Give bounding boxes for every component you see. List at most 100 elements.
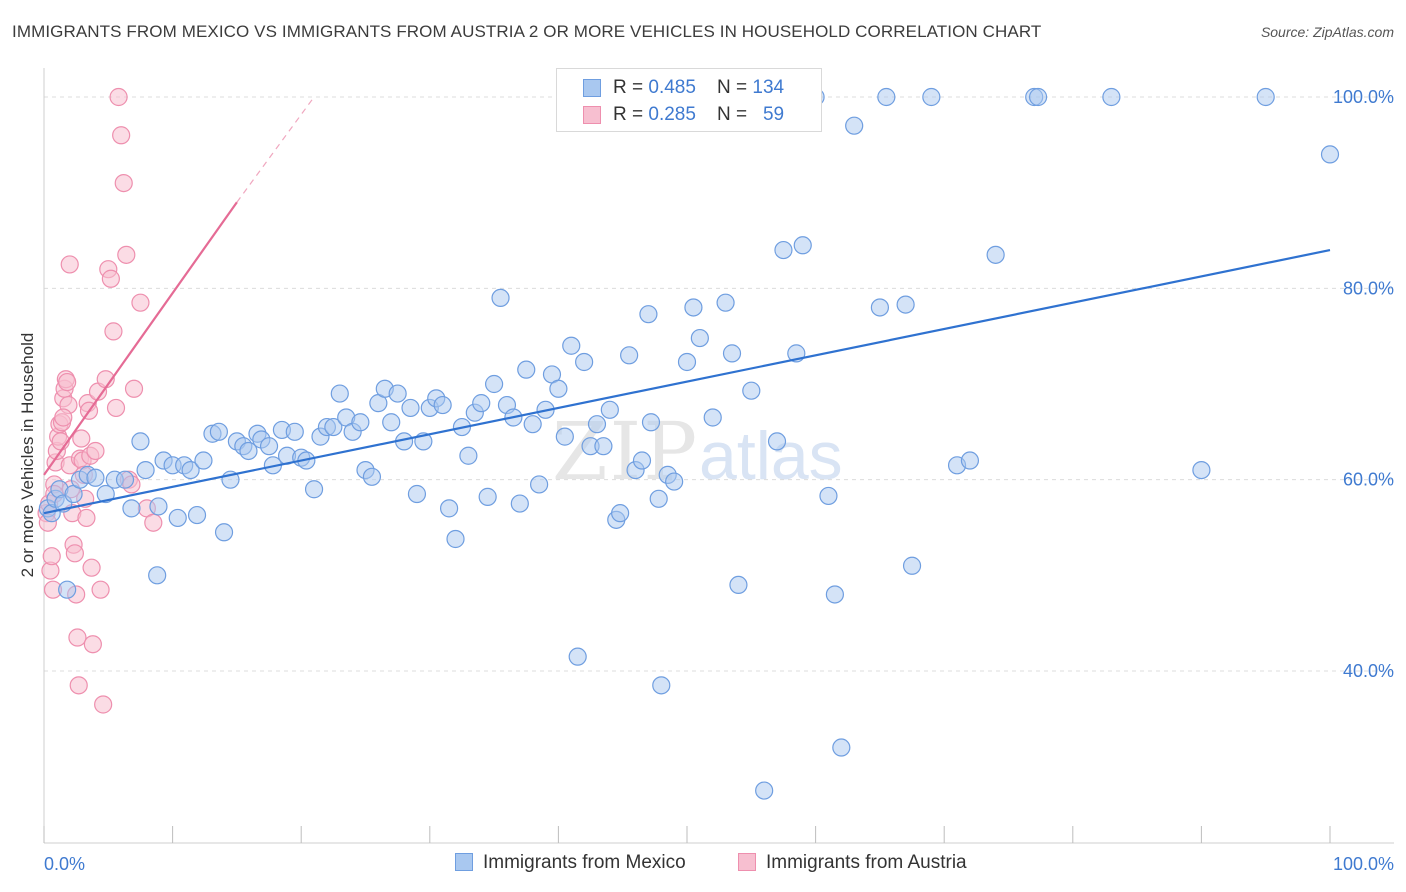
austria-point [106,398,126,418]
austria-point [42,547,61,566]
legend-r-label: R = [613,77,649,98]
mexico-point [870,298,890,317]
series-austria-points [37,87,163,714]
mexico-point [388,384,407,403]
mexico-point [703,408,722,427]
austria-point [54,408,73,427]
mexico-point [620,346,639,365]
mexico-point [755,781,774,800]
trend-line-austria [43,201,238,476]
mexico-point [1102,87,1121,107]
austria-point [124,379,144,398]
legend-r-value: 0.485 [648,77,696,98]
austria-point [94,695,113,714]
mexico-point [1028,87,1048,107]
tick-labels: 40.0% 60.0% 80.0% 100.0% 0.0% 100.0% [44,87,1394,874]
mexico-point [819,486,838,506]
x-tick-label: 0.0% [44,854,85,874]
mexico-point [285,422,304,441]
legend-stats-mexico: R = 0.485 N = 134 [613,77,784,99]
mexico-point [168,508,187,528]
mexico-point [214,523,234,542]
mexico-point [115,470,135,489]
austria-point [83,635,102,654]
mexico-point [568,647,587,666]
mexico-point [877,87,896,107]
mexico-point [716,293,735,312]
mexico-point [530,475,549,494]
mexico-point [742,381,761,400]
austria-point [86,441,105,461]
mexico-point [122,499,141,518]
legend-swatch-mexico [583,79,601,97]
austria-point [104,322,123,341]
austria-point [58,372,77,392]
mexico-point [304,480,324,499]
mexico-point [600,400,619,419]
austria-point [144,513,163,532]
mexico-point [649,489,668,508]
mexico-point [632,451,652,470]
mexico-point [324,417,343,437]
mexico-point [407,484,427,504]
mexico-point [433,395,452,415]
mexico-point [181,461,200,480]
mexico-point [896,295,915,314]
legend-r-label: R = [613,104,649,125]
y-axis-label: 2 or more Vehicles in Household [18,332,37,578]
mexico-point [639,305,658,324]
y-tick-label: 60.0% [1343,470,1394,490]
correlation-legend: R = 0.485 N = 134 R = 0.285 N = 59 [556,68,822,132]
mexico-point [459,446,478,465]
legend-swatch-austria [583,106,601,124]
mexico-point [641,413,661,432]
mexico-point [665,472,684,491]
mexico-point [774,240,793,260]
mexico-point [832,738,851,757]
austria-point [112,126,131,145]
mexico-point [549,379,568,398]
mexico-point [1320,145,1340,164]
mexico-point [382,413,401,432]
mexico-point [209,422,228,441]
austria-point [82,558,101,577]
mexico-point [793,236,812,255]
mexico-point [922,87,941,107]
austria-point [69,676,88,695]
mexico-point [652,676,671,695]
trend-line-austria-extension [236,96,315,203]
mexico-point [194,451,213,470]
mexico-point [767,432,787,451]
mexico-point [611,504,630,523]
austria-point [77,508,96,528]
grid-lines [44,96,1394,672]
mexico-point [587,415,607,434]
mexico-point [351,413,370,432]
mexico-point [562,336,581,355]
mexico-point [594,437,613,456]
axes [43,68,1394,844]
legend-swatch-mexico [455,853,473,871]
y-tick-label: 100.0% [1333,87,1394,107]
mexico-point [1192,461,1211,480]
mexico-point [330,384,349,403]
austria-point [60,255,79,274]
austria-point [117,245,136,264]
mexico-point [690,328,709,348]
austria-point [72,429,91,448]
mexico-point [439,499,459,518]
mexico-point [96,484,115,504]
mexico-point [362,467,382,486]
mexico-point [1256,87,1275,107]
mexico-point [729,575,748,595]
austria-point [91,580,110,599]
series-mexico-points [38,87,1340,800]
y-tick-label: 40.0% [1343,661,1394,681]
mexico-point [845,116,864,135]
mexico-point [478,487,497,506]
mexico-point [136,461,155,480]
mexico-point [722,344,742,363]
mexico-point [510,494,529,513]
x-tick-label: 100.0% [1333,854,1394,874]
